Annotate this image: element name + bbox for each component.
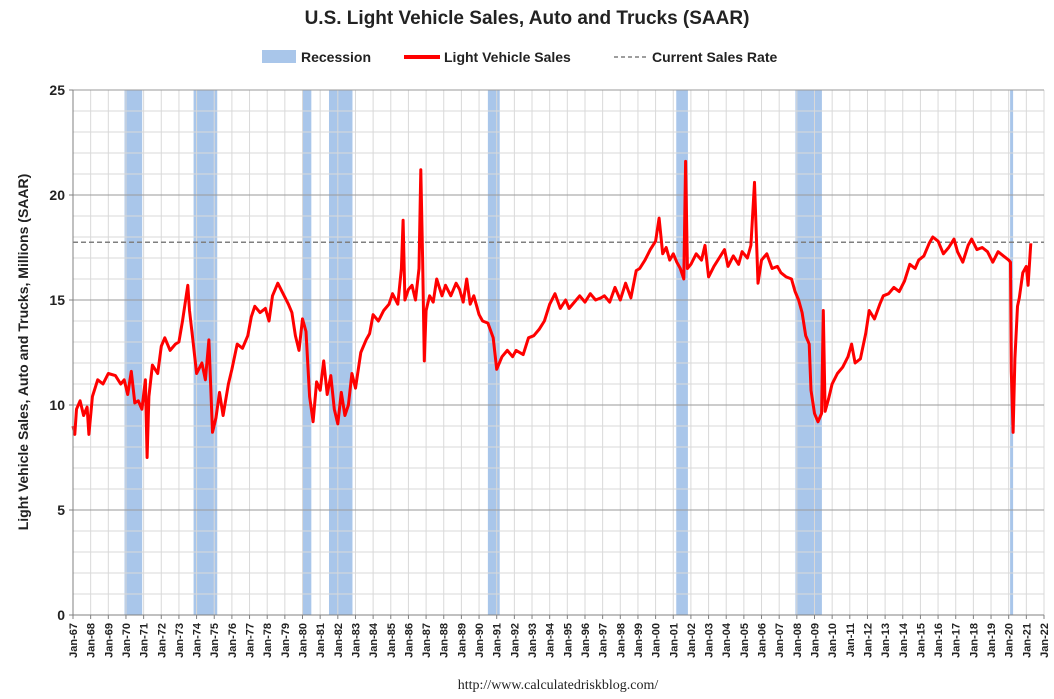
x-tick-Jan-83: Jan-83 <box>350 623 362 658</box>
x-tick-Jan-75: Jan-75 <box>209 623 221 658</box>
x-tick-Jan-21: Jan-21 <box>1021 623 1033 658</box>
x-tick-Jan-06: Jan-06 <box>757 623 769 658</box>
x-tick-Jan-14: Jan-14 <box>898 622 910 658</box>
x-tick-Jan-12: Jan-12 <box>862 623 874 658</box>
x-tick-Jan-92: Jan-92 <box>509 623 521 658</box>
major-gridlines <box>73 89 1044 511</box>
x-tick-Jan-94: Jan-94 <box>545 622 557 658</box>
x-tick-Jan-15: Jan-15 <box>915 623 927 658</box>
x-tick-Jan-79: Jan-79 <box>280 623 292 658</box>
x-tick-Jan-93: Jan-93 <box>527 623 539 658</box>
legend-recession-swatch <box>262 50 296 63</box>
x-tick-Jan-90: Jan-90 <box>474 623 486 658</box>
x-tick-Jan-01: Jan-01 <box>668 623 680 658</box>
x-tick-labels: Jan-67 Jan-68 Jan-69 Jan-70 Jan-71 Jan-72 Jan-… <box>68 615 1051 658</box>
x-tick-Jan-17: Jan-17 <box>951 623 963 658</box>
x-tick-Jan-22: Jan-22 <box>1039 623 1051 658</box>
y-tick-labels: 0 5 10 15 20 25 <box>49 82 73 623</box>
source-url[interactable]: http://www.calculatedriskblog.com/ <box>458 678 659 693</box>
legend-sales-label: Light Vehicle Sales <box>444 49 571 65</box>
recession-band-0 <box>124 90 143 615</box>
y-tick-10: 10 <box>49 397 65 413</box>
x-tick-Jan-85: Jan-85 <box>386 623 398 658</box>
x-tick-Jan-96: Jan-96 <box>580 623 592 658</box>
recession-band-5 <box>676 90 688 615</box>
x-tick-Jan-71: Jan-71 <box>139 623 151 658</box>
x-tick-Jan-86: Jan-86 <box>403 623 415 658</box>
y-tick-5: 5 <box>57 502 65 518</box>
y-tick-15: 15 <box>49 292 65 308</box>
x-tick-Jan-03: Jan-03 <box>704 623 716 658</box>
y-axis-label: Light Vehicle Sales, Auto and Trucks, Mi… <box>15 174 31 531</box>
x-tick-Jan-78: Jan-78 <box>262 623 274 658</box>
x-tick-Jan-80: Jan-80 <box>298 623 310 658</box>
y-tick-25: 25 <box>49 82 65 98</box>
x-tick-Jan-08: Jan-08 <box>792 623 804 658</box>
x-tick-Jan-77: Jan-77 <box>245 623 257 658</box>
x-tick-Jan-69: Jan-69 <box>103 623 115 658</box>
x-tick-Jan-05: Jan-05 <box>739 623 751 658</box>
x-tick-Jan-99: Jan-99 <box>633 623 645 658</box>
recession-band-3 <box>328 90 353 615</box>
recession-band-1 <box>193 90 218 615</box>
axes <box>72 90 1044 616</box>
x-tick-Jan-10: Jan-10 <box>827 623 839 658</box>
legend: Recession Light Vehicle Sales Current Sa… <box>262 49 777 65</box>
x-tick-Jan-89: Jan-89 <box>456 623 468 658</box>
x-tick-Jan-76: Jan-76 <box>227 623 239 658</box>
x-tick-Jan-84: Jan-84 <box>368 622 380 658</box>
x-tick-Jan-02: Jan-02 <box>686 623 698 658</box>
x-tick-Jan-20: Jan-20 <box>1004 623 1016 658</box>
x-tick-Jan-16: Jan-16 <box>933 623 945 658</box>
y-tick-20: 20 <box>49 187 65 203</box>
x-tick-Jan-82: Jan-82 <box>333 623 345 658</box>
x-tick-Jan-91: Jan-91 <box>492 623 504 658</box>
x-tick-Jan-72: Jan-72 <box>156 623 168 658</box>
x-tick-Jan-18: Jan-18 <box>968 623 980 658</box>
chart-title: U.S. Light Vehicle Sales, Auto and Truck… <box>305 8 750 29</box>
x-tick-Jan-09: Jan-09 <box>809 623 821 658</box>
y-tick-0: 0 <box>57 607 65 623</box>
legend-recession-label: Recession <box>301 49 371 65</box>
x-tick-Jan-19: Jan-19 <box>986 623 998 658</box>
x-tick-Jan-98: Jan-98 <box>615 623 627 658</box>
x-tick-Jan-70: Jan-70 <box>121 623 133 658</box>
x-tick-Jan-00: Jan-00 <box>651 623 663 658</box>
recession-bands <box>124 90 1014 615</box>
x-tick-Jan-07: Jan-07 <box>774 623 786 658</box>
x-tick-Jan-67: Jan-67 <box>68 623 80 658</box>
x-tick-Jan-04: Jan-04 <box>721 622 733 658</box>
x-tick-Jan-74: Jan-74 <box>192 622 204 658</box>
x-tick-Jan-73: Jan-73 <box>174 623 186 658</box>
legend-current-label: Current Sales Rate <box>652 49 777 65</box>
x-tick-Jan-88: Jan-88 <box>439 623 451 658</box>
x-tick-Jan-87: Jan-87 <box>421 623 433 658</box>
x-tick-Jan-11: Jan-11 <box>845 623 857 657</box>
grid-lines <box>72 90 1045 615</box>
x-tick-Jan-68: Jan-68 <box>86 623 98 658</box>
sales-series-line <box>71 159 1033 459</box>
x-tick-Jan-97: Jan-97 <box>598 623 610 658</box>
x-tick-Jan-13: Jan-13 <box>880 623 892 658</box>
x-tick-Jan-81: Jan-81 <box>315 623 327 658</box>
x-tick-Jan-95: Jan-95 <box>562 623 574 658</box>
